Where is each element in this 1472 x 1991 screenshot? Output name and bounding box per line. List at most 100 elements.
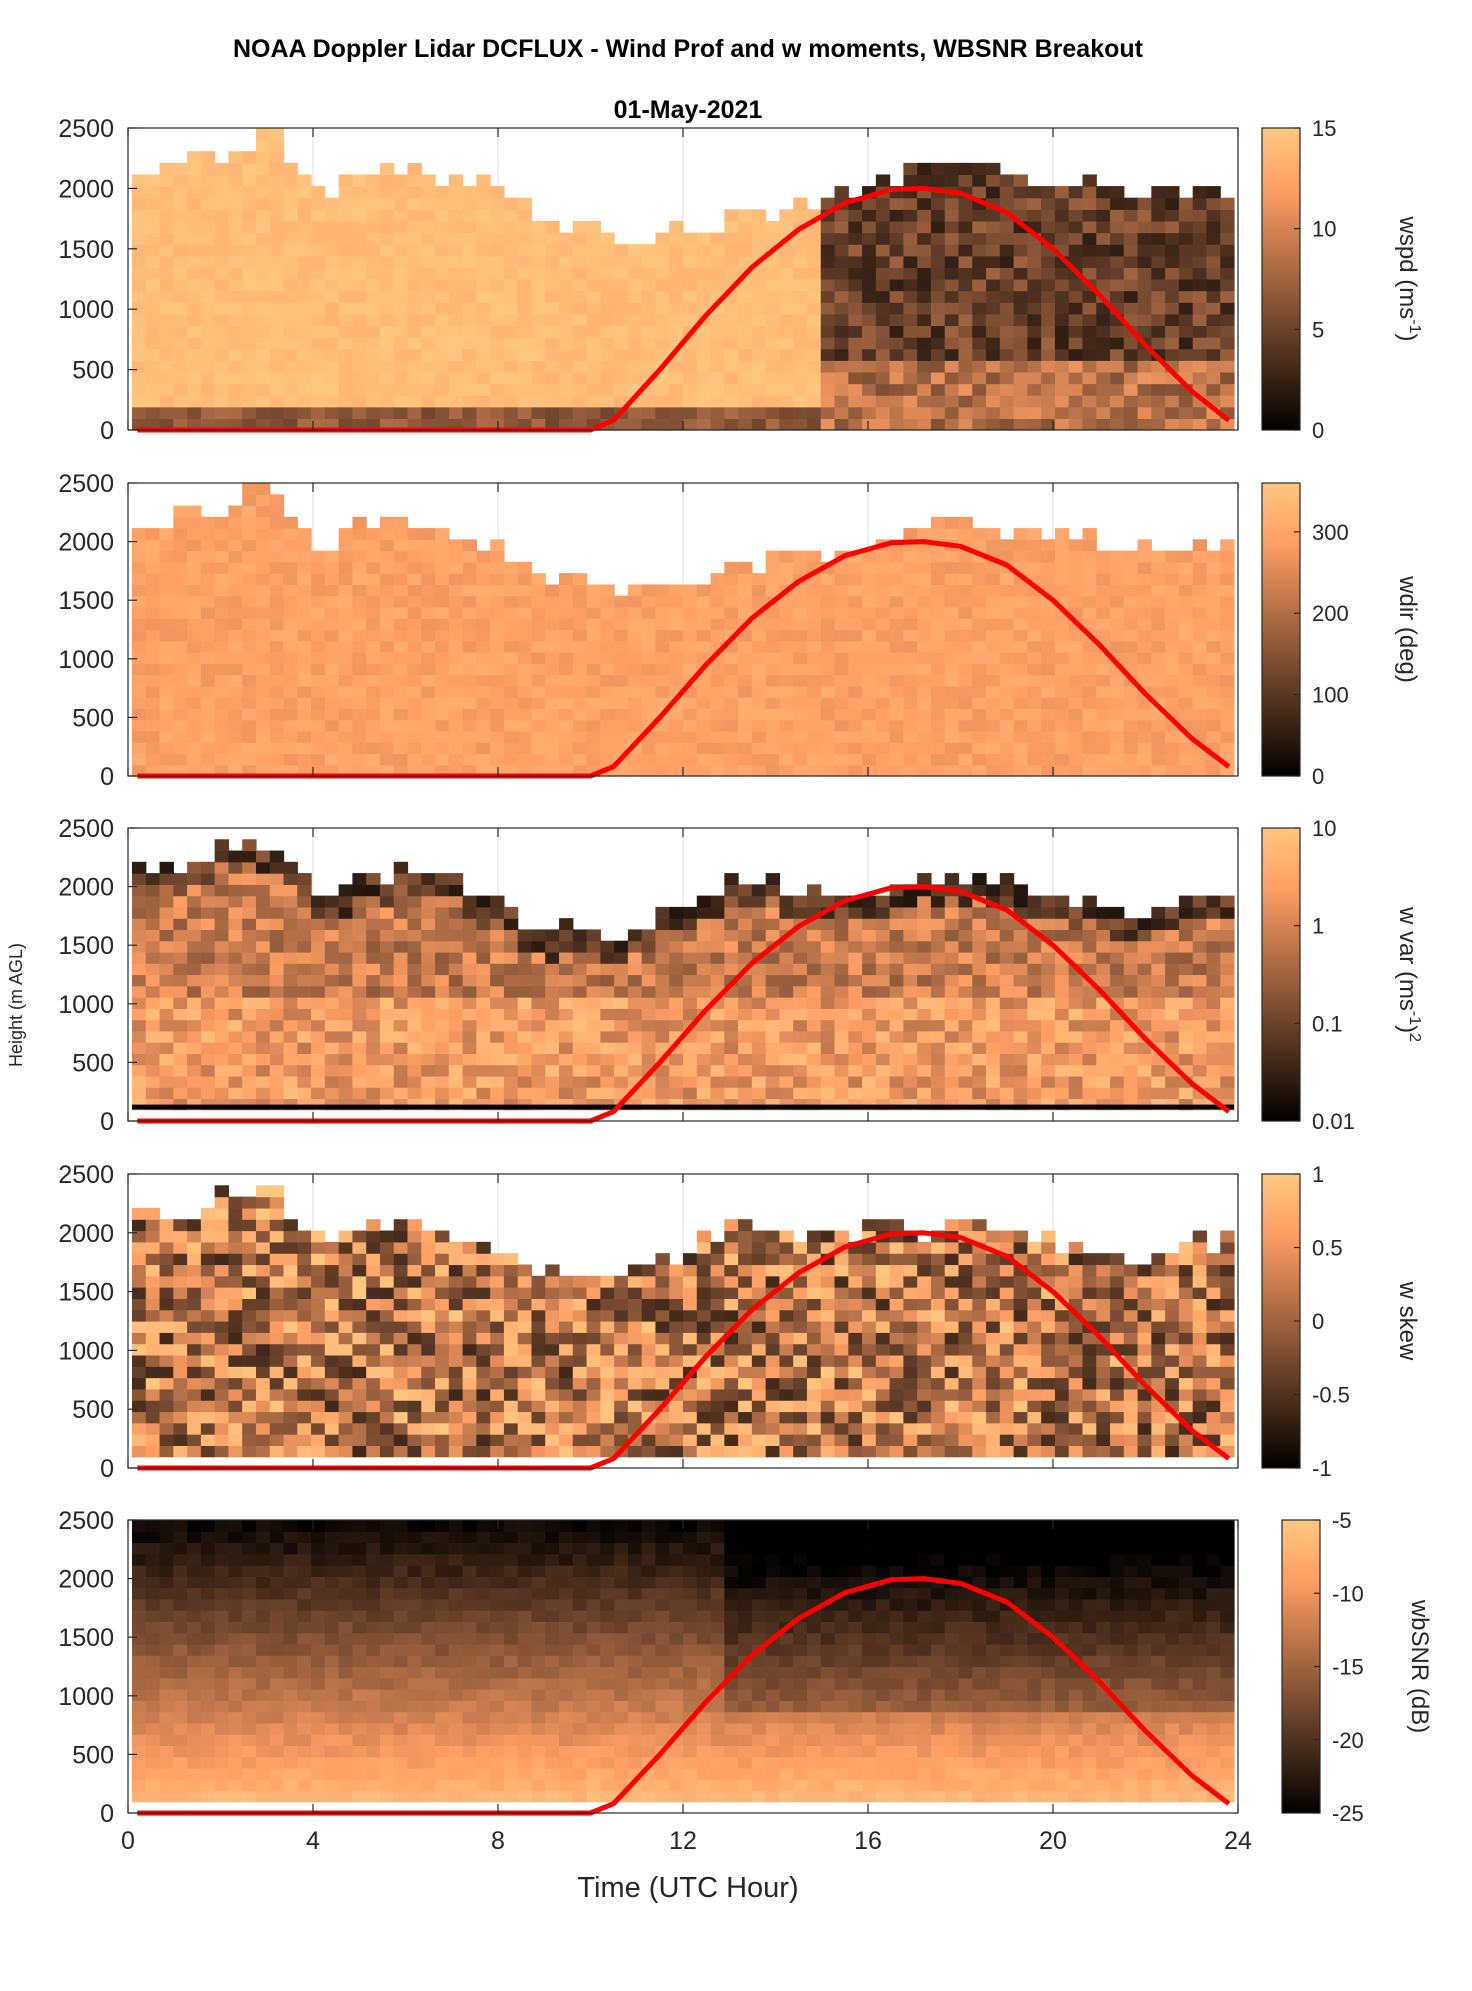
heatmap-cell [215, 517, 229, 529]
heatmap-cell [683, 1076, 697, 1088]
heatmap-cell [173, 731, 187, 743]
heatmap-cell [642, 975, 656, 987]
heatmap-cell [284, 641, 298, 653]
heatmap-cell [1082, 302, 1096, 314]
heatmap-cell [903, 997, 917, 1009]
heatmap-cell [587, 952, 601, 964]
heatmap-cell [752, 573, 766, 585]
heatmap-cell [697, 963, 711, 975]
y-tick-label: 2500 [58, 115, 114, 143]
heatmap-cell [573, 279, 587, 291]
heatmap-cell [297, 1087, 311, 1099]
heatmap-cell [132, 349, 146, 361]
heatmap-cell [270, 1076, 284, 1088]
heatmap-cell [187, 929, 201, 941]
heatmap-cell [876, 221, 890, 233]
heatmap-cell [545, 314, 559, 326]
heatmap-cell [793, 975, 807, 987]
heatmap-cell [1082, 765, 1096, 777]
heatmap-cell [463, 731, 477, 743]
heatmap-cell [339, 731, 353, 743]
heatmap-cell [325, 349, 339, 361]
heatmap-cell [1055, 539, 1069, 551]
heatmap-cell [201, 596, 215, 608]
heatmap-cell [655, 652, 669, 664]
heatmap-cell [1055, 528, 1069, 540]
heatmap-cell [972, 1031, 986, 1043]
heatmap-cell [366, 873, 380, 885]
heatmap-cell [380, 596, 394, 608]
heatmap-cell [504, 1053, 518, 1065]
heatmap-cell [228, 963, 242, 975]
heatmap-cell [1055, 1008, 1069, 1020]
heatmap-cell [862, 1042, 876, 1054]
heatmap-cell [1124, 731, 1138, 743]
heatmap-cell [504, 302, 518, 314]
heatmap-cell [311, 267, 325, 279]
heatmap-cell [187, 652, 201, 664]
heatmap-cell [256, 641, 270, 653]
heatmap-cell [435, 267, 449, 279]
heatmap-cell [945, 630, 959, 642]
heatmap-cell [779, 573, 793, 585]
heatmap-cell [835, 325, 849, 337]
heatmap-cell [1041, 186, 1055, 198]
heatmap-cell [1165, 256, 1179, 268]
heatmap-cell [986, 884, 1000, 896]
heatmap-cell [339, 641, 353, 653]
heatmap-cell [559, 986, 573, 998]
heatmap-cell [890, 618, 904, 630]
heatmap-cell [1193, 596, 1207, 608]
heatmap-cell [848, 562, 862, 574]
heatmap-cell [628, 360, 642, 372]
heatmap-cell [228, 551, 242, 563]
heatmap-cell [628, 1042, 642, 1054]
heatmap-cell [1069, 929, 1083, 941]
heatmap-cell [160, 198, 174, 210]
heatmap-cell [160, 163, 174, 175]
heatmap-cell [642, 302, 656, 314]
heatmap-cell [463, 384, 477, 396]
heatmap-cell [449, 997, 463, 1009]
heatmap-cell [972, 596, 986, 608]
heatmap-cell [339, 1076, 353, 1088]
heatmap-cell [256, 1020, 270, 1032]
heatmap-cell [1041, 641, 1055, 653]
heatmap-cell [779, 708, 793, 720]
heatmap-cell [1165, 291, 1179, 303]
heatmap-cell [1124, 407, 1138, 419]
heatmap-cell [380, 618, 394, 630]
heatmap-cell [931, 562, 945, 574]
heatmap-cell [931, 267, 945, 279]
heatmap-cell [215, 349, 229, 361]
heatmap-cell [325, 675, 339, 687]
heatmap-cell [1124, 418, 1138, 430]
heatmap-cell [614, 731, 628, 743]
heatmap-cell [1000, 884, 1014, 896]
heatmap-cell [394, 256, 408, 268]
heatmap-cell [793, 686, 807, 698]
heatmap-cell [1027, 314, 1041, 326]
heatmap-cell [835, 997, 849, 1009]
heatmap-cell [917, 573, 931, 585]
heatmap-cell [848, 244, 862, 256]
heatmap-cell [132, 618, 146, 630]
heatmap-cell [270, 384, 284, 396]
heatmap-cell [807, 1065, 821, 1077]
heatmap-cell [779, 618, 793, 630]
heatmap-cell [559, 641, 573, 653]
heatmap-cell [394, 952, 408, 964]
heatmap-cell [366, 731, 380, 743]
heatmap-cell [449, 720, 463, 732]
heatmap-cell [587, 663, 601, 675]
heatmap-cell [1179, 997, 1193, 1009]
heatmap-cell [1000, 918, 1014, 930]
heatmap-cell [504, 1031, 518, 1043]
heatmap-cell [655, 975, 669, 987]
heatmap-cell [201, 963, 215, 975]
heatmap-cell [711, 742, 725, 754]
heatmap-cell [890, 986, 904, 998]
heatmap-cell [421, 986, 435, 998]
heatmap-cell [835, 753, 849, 765]
heatmap-cell [380, 163, 394, 175]
